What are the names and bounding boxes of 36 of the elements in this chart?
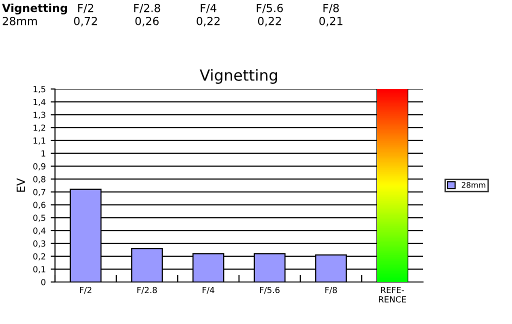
data-label: 0,21 [319, 16, 342, 26]
x-tick-label: F/4 [202, 286, 214, 294]
y-tick-label: 0,1 [33, 266, 46, 274]
y-tick-label: 1,5 [34, 86, 46, 94]
y-tick-label: 0,6 [33, 202, 46, 209]
y-tick-label: 0,7 [33, 188, 46, 196]
text: Vignetting [2, 4, 67, 14]
x-tick-label: REFE- RENCE [378, 286, 406, 303]
y-tick-label: 1,4 [34, 98, 46, 106]
x-tick-label: F/5.6 [260, 286, 280, 294]
x-tick-label: F/2.8 [137, 286, 157, 294]
y-axis-title: EV [16, 178, 25, 192]
category-label: F/8 [323, 4, 339, 14]
text: 28mm [2, 16, 37, 26]
y-tick-label: 1,1 [34, 138, 46, 145]
chart-title: Vignetting [200, 69, 277, 84]
x-tick-label: F/8 [325, 286, 337, 294]
y-tick-label: 1,3 [34, 112, 46, 119]
category-label: F/5.6 [256, 4, 283, 14]
y-tick-label: 1 [42, 150, 46, 156]
category-label: F/2.8 [134, 4, 160, 14]
data-label: 0,22 [196, 16, 220, 26]
data-label: 0,72 [74, 16, 97, 26]
y-tick-label: 0,4 [33, 228, 46, 235]
data-label: 0,26 [135, 16, 159, 26]
category-label: F/4 [200, 4, 216, 14]
y-tick-label: 0,8 [33, 176, 46, 184]
data-label: 0,22 [258, 16, 281, 26]
y-tick-label: 1,2 [34, 124, 46, 132]
y-tick-label: 0,9 [33, 163, 46, 170]
category-label: F/2 [78, 4, 94, 14]
y-tick-label: 0 [41, 278, 46, 286]
y-tick-label: 0,5 [33, 214, 46, 222]
y-tick-label: 0,3 [33, 240, 46, 248]
y-tick-label: 0,2 [33, 253, 46, 260]
x-tick-label: F/2 [80, 286, 92, 294]
